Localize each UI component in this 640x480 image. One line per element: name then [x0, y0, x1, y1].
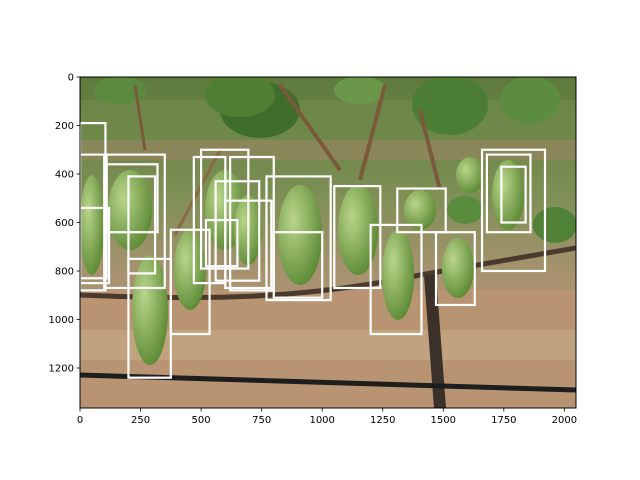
x-tick-label: 1750 — [491, 415, 516, 426]
x-tick-label: 500 — [192, 415, 211, 426]
y-tick-label: 800 — [55, 266, 74, 277]
bounding-box-14 — [224, 199, 273, 290]
bounding-box-16 — [272, 231, 324, 299]
x-tick-label: 250 — [131, 415, 150, 426]
x-tick-label: 0 — [77, 415, 83, 426]
y-tick-label: 600 — [55, 218, 74, 229]
bounding-box-20 — [434, 231, 476, 307]
bounding-box-4 — [103, 153, 166, 290]
axis-ticks: 0 250 500 750 1000 1250 1500 1750 2000 0 200 400 600… — [49, 73, 578, 427]
vineyard-photo — [80, 77, 576, 408]
bounding-box-3 — [80, 206, 111, 285]
y-tick-label: 1000 — [49, 315, 74, 326]
x-tick-label: 1500 — [431, 415, 456, 426]
bounding-box-21 — [480, 148, 547, 273]
y-tick-label: 1200 — [49, 363, 74, 374]
bounding-box-8 — [169, 228, 211, 336]
x-tick-label: 1000 — [309, 415, 334, 426]
bounding-box-11 — [204, 218, 239, 268]
bounding-box-12 — [214, 180, 261, 282]
bounding-box-15 — [265, 175, 332, 302]
bounding-box-5 — [105, 163, 159, 234]
x-tick-label: 2000 — [552, 415, 577, 426]
bounding-box-19 — [396, 187, 447, 234]
bounding-box-23 — [500, 165, 527, 224]
x-tick-label: 750 — [252, 415, 271, 426]
y-tick-label: 0 — [68, 73, 74, 84]
axes-frame — [79, 76, 577, 409]
bounding-box-1 — [80, 121, 107, 292]
y-tick-label: 400 — [55, 169, 74, 180]
bounding-box-13 — [229, 155, 275, 292]
bounding-box-6 — [127, 175, 157, 275]
bounding-box-17 — [333, 185, 382, 290]
bounding-boxes — [80, 121, 547, 379]
x-tick-label: 1250 — [370, 415, 395, 426]
bounding-box-18 — [369, 223, 423, 336]
bounding-box-22 — [485, 153, 532, 234]
y-tick-label: 200 — [55, 121, 74, 132]
